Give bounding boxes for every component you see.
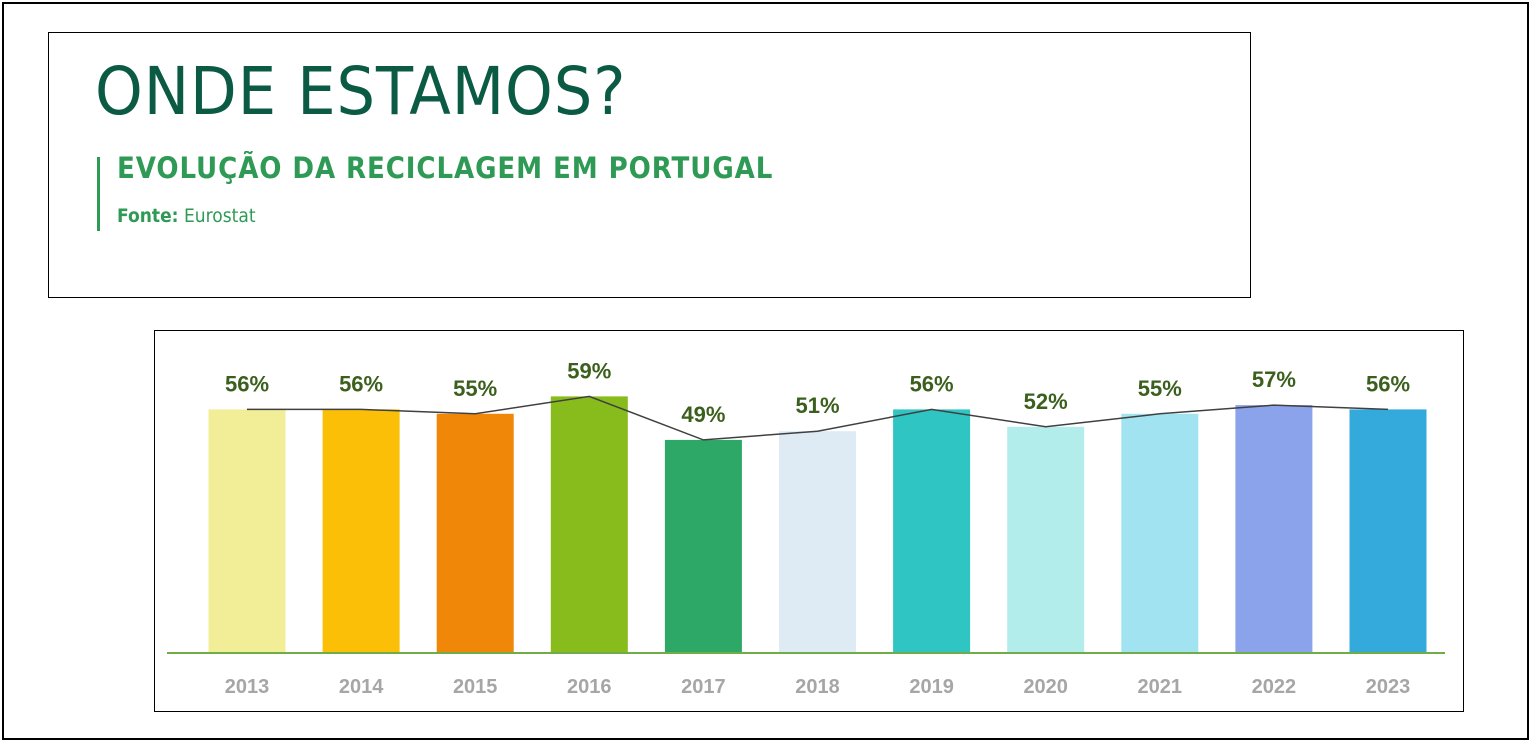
bar-2021 [1121,413,1199,653]
category-label-2018: 2018 [795,676,840,698]
value-label-2013: 56% [225,371,269,396]
bar-2013 [208,409,286,653]
category-label-2021: 2021 [1138,676,1183,698]
bar-2014 [322,409,400,653]
chart-subtitle: EVOLUÇÃO DA RECICLAGEM EM PORTUGAL [117,151,774,185]
page-title: ONDE ESTAMOS? [95,53,627,130]
value-label-2014: 56% [339,371,383,396]
category-label-2023: 2023 [1366,676,1411,698]
source-line: Fonte: Eurostat [117,205,256,227]
bar-2019 [893,409,971,653]
category-label-2015: 2015 [453,676,498,698]
source-value: Eurostat [183,205,256,227]
value-label-2018: 51% [795,393,839,418]
bar-2015 [436,413,514,653]
value-label-2015: 55% [453,376,497,401]
value-label-2019: 56% [910,371,954,396]
bar-2020 [1007,426,1085,653]
value-label-2017: 49% [681,402,725,427]
category-label-2014: 2014 [339,676,384,698]
source-label: Fonte: [117,205,179,227]
category-label-2017: 2017 [681,676,726,698]
value-label-2021: 55% [1138,376,1182,401]
bar-2016 [550,396,628,653]
bar-2023 [1349,409,1427,653]
bar-2022 [1235,405,1313,653]
accent-bar [97,157,100,231]
title-panel: ONDE ESTAMOS? EVOLUÇÃO DA RECICLAGEM EM … [48,32,1251,298]
bars-layer [208,396,1427,653]
category-labels-layer: 2013 2014 2015 2016 2017 2018 2019 2020 2021 2022… [225,676,1411,698]
recycling-bar-chart: 56% 56% 55%59%49% 51%56%52%55% 57% 56% 2013 20… [167,358,1445,698]
chart-panel: 56% 56% 55% 59% 49% 51% 56% 52% 55% 57% 56% 2013 20… [154,330,1464,712]
category-label-2016: 2016 [567,676,612,698]
value-label-2020: 52% [1024,389,1068,414]
category-label-2019: 2019 [909,676,954,698]
value-labels-layer: 56% 56% 55% 59% 49% 51% 56% 52% 55% 57% 56% [225,358,1410,427]
bar-2018 [779,431,856,653]
category-label-2022: 2022 [1252,676,1297,698]
value-label-2023: 56% [1366,371,1410,396]
category-label-2013: 2013 [225,676,270,698]
category-label-2020: 2020 [1023,676,1067,698]
value-label-2016: 59% [567,358,611,383]
trend-line [247,395,1389,441]
value-label-2022: 57% [1252,367,1296,392]
bar-2017 [664,439,742,653]
